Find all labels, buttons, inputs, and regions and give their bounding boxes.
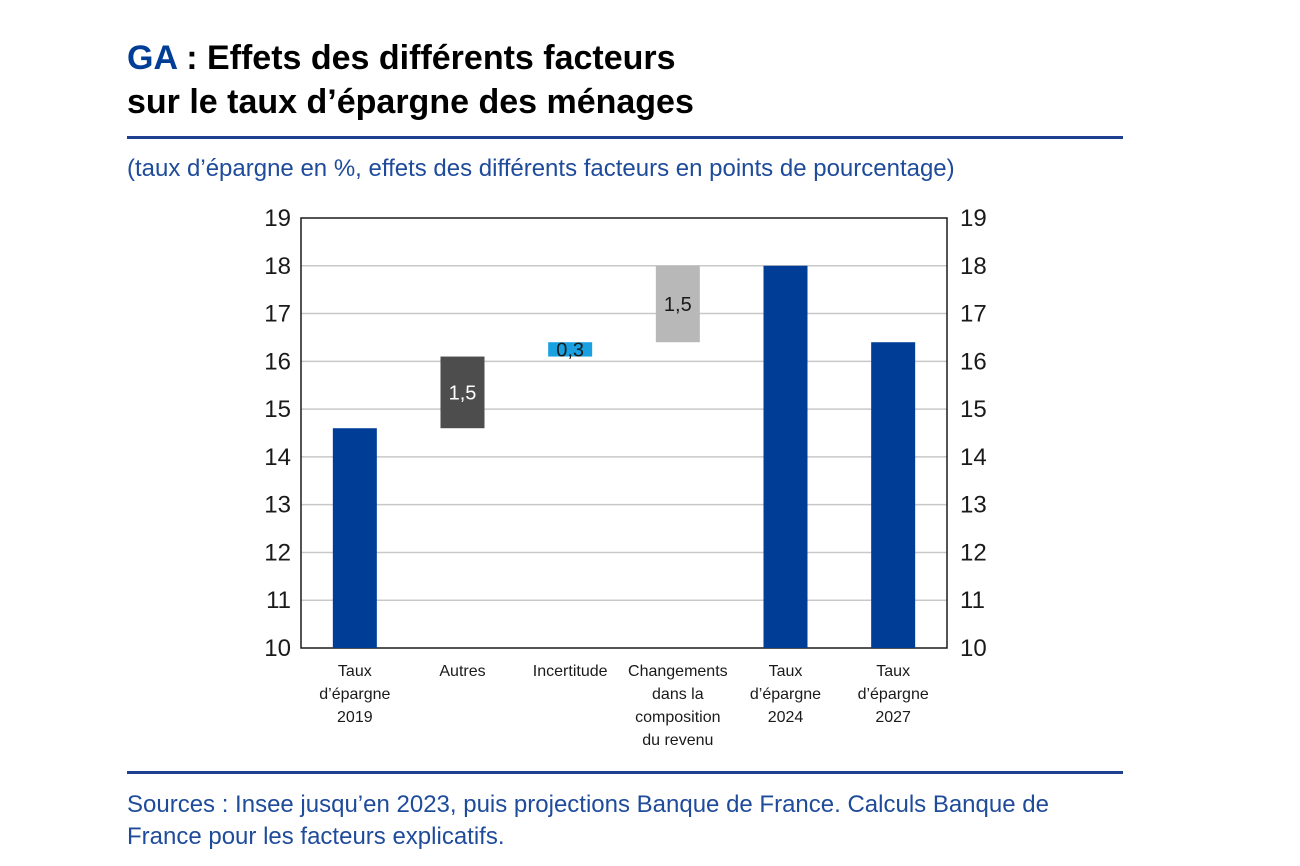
bar — [871, 342, 916, 648]
chart-subtitle: (taux d’épargne en %, effets des différe… — [127, 155, 955, 182]
bottom-divider — [127, 771, 1123, 774]
category-label: d’épargne — [858, 686, 929, 703]
title-line1: Effets des différents facteurs — [206, 39, 676, 77]
y2-tick-label: 17 — [960, 301, 987, 328]
bar — [332, 428, 377, 648]
y2-tick-label: 16 — [960, 348, 987, 375]
bar — [440, 356, 485, 429]
category-label: 2024 — [768, 709, 804, 726]
y-tick-label: 13 — [264, 492, 291, 519]
title-line2: sur le taux d’épargne des ménages — [127, 83, 694, 121]
y2-tick-label: 10 — [960, 635, 987, 662]
category-label: Taux — [769, 663, 803, 680]
category-label: Autres — [439, 663, 485, 680]
y2-tick-label: 19 — [960, 205, 987, 232]
data-label: 0,3 — [556, 339, 584, 361]
y-tick-label: 10 — [264, 635, 291, 662]
category-label: dans la — [652, 686, 704, 703]
category-label: 2019 — [337, 709, 373, 726]
y2-tick-label: 11 — [960, 587, 985, 614]
y-tick-label: 19 — [264, 205, 291, 232]
y2-tick-label: 13 — [960, 492, 987, 519]
top-divider — [127, 136, 1123, 139]
title-separator: : — [176, 39, 207, 77]
category-label: Incertitude — [533, 663, 608, 680]
bar — [763, 265, 808, 648]
y2-tick-label: 18 — [960, 253, 987, 280]
data-label: 1,5 — [449, 382, 477, 404]
chart-title: GA : Effets des différents facteurs sur … — [127, 36, 1127, 124]
y-tick-label: 11 — [266, 587, 291, 614]
y2-tick-label: 15 — [960, 396, 987, 423]
bar — [655, 265, 700, 343]
y2-tick-label: 14 — [960, 444, 987, 471]
source-note: Sources : Insee jusqu’en 2023, puis proj… — [127, 791, 1049, 850]
title-code: GA — [127, 39, 177, 77]
y-tick-label: 15 — [264, 396, 291, 423]
y-tick-label: 12 — [264, 539, 291, 566]
data-label: 1,5 — [664, 294, 692, 316]
y-tick-label: 17 — [264, 301, 291, 328]
plot-frame — [300, 217, 948, 649]
category-label: Taux — [338, 663, 372, 680]
y-tick-label: 18 — [264, 253, 291, 280]
category-label: Changements — [628, 663, 728, 680]
bar — [548, 342, 593, 357]
y2-tick-label: 12 — [960, 539, 987, 566]
category-label: Taux — [876, 663, 910, 680]
category-label: d’épargne — [319, 686, 390, 703]
category-label: composition — [635, 709, 720, 726]
category-label: 2027 — [875, 709, 911, 726]
category-label: d’épargne — [750, 686, 821, 703]
category-label: du revenu — [642, 732, 713, 749]
y-tick-label: 14 — [264, 444, 291, 471]
y-tick-label: 16 — [264, 348, 291, 375]
